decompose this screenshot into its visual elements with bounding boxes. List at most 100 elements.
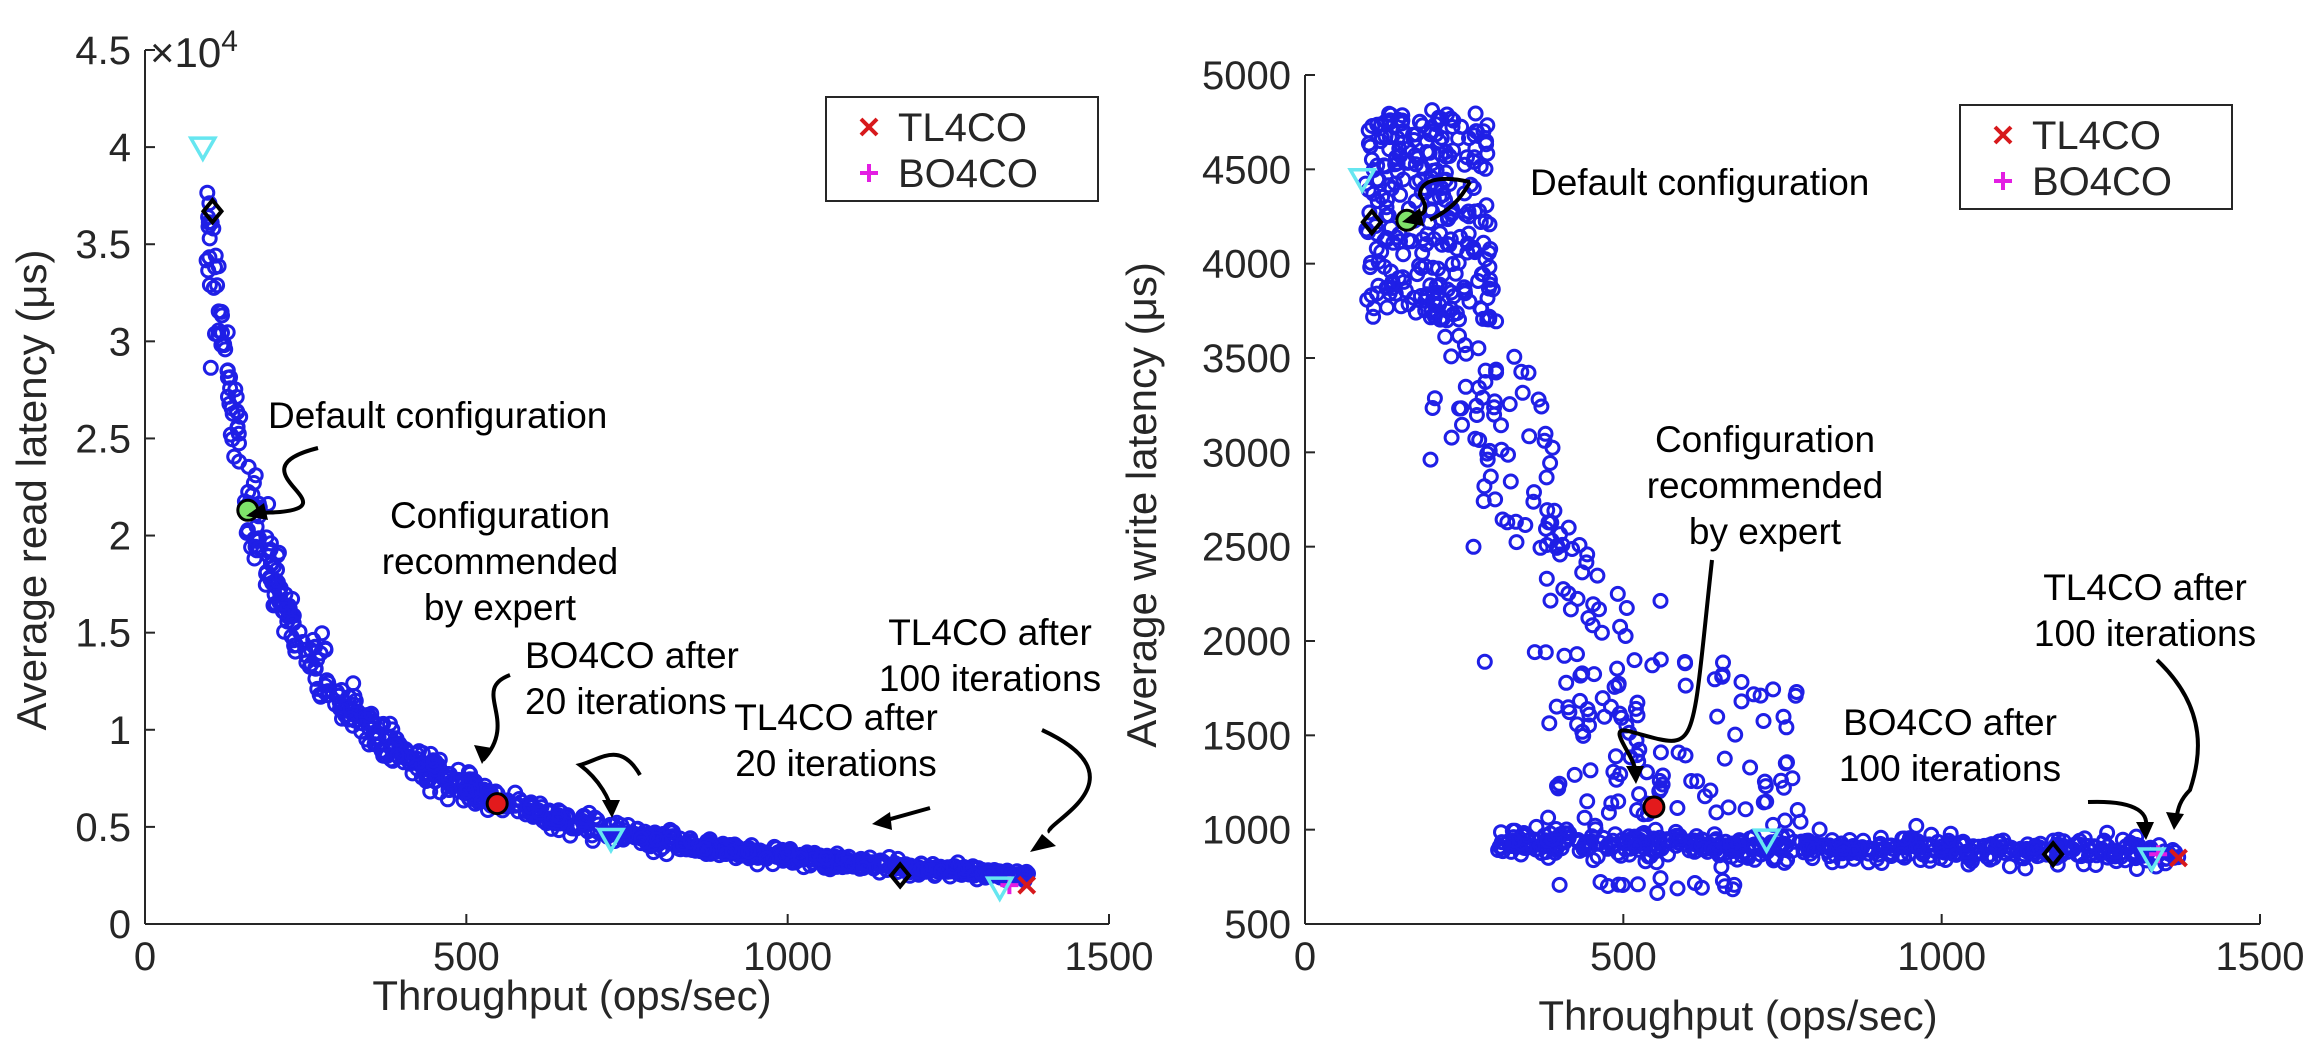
write-latency-point — [1472, 158, 1489, 175]
write-latency-point — [1677, 655, 1694, 672]
read-latency-point — [425, 756, 442, 773]
write-latency-x-tick-label: 1500 — [2216, 935, 2305, 979]
write-latency-point — [1606, 678, 1623, 695]
write-latency-point — [1382, 112, 1399, 129]
write-latency-point — [1587, 817, 1604, 834]
write-latency-point — [1686, 875, 1703, 891]
write-latency-point — [1589, 567, 1606, 584]
read-latency-y-axis-label: Average read latency (μs) — [8, 250, 55, 731]
write-latency-point — [1525, 493, 1542, 510]
read-latency-point — [347, 692, 364, 709]
read-latency-point — [574, 812, 591, 829]
arrow-bo4co-20-1 — [575, 752, 642, 813]
read-latency-point — [818, 850, 835, 867]
write-latency-point — [1454, 416, 1470, 433]
write-latency-point — [1445, 112, 1462, 129]
write-latency-point — [1558, 821, 1575, 838]
write-latency-point — [1892, 846, 1909, 863]
read-latency-point — [648, 831, 665, 848]
write-latency-marker-start-diamond-2 — [1360, 208, 1384, 237]
write-latency-point — [1569, 716, 1586, 733]
read-latency-point — [358, 731, 375, 748]
read-latency-annotation: BO4CO after 20 iterations — [525, 635, 739, 722]
read-latency-point — [230, 425, 247, 442]
read-latency-point — [342, 710, 359, 727]
write-latency-annotation-line: 100 iterations — [2034, 613, 2256, 654]
write-latency-point — [1442, 231, 1459, 248]
write-latency-marker-expert — [1642, 795, 1666, 819]
write-latency-y-ticks: 500 1000 1500 2000 2500 3000 3500 4000 4500 5000 — [1202, 54, 1315, 947]
read-latency-point — [231, 435, 247, 452]
write-latency-point — [1723, 848, 1740, 865]
read-latency-marker-end-triangle-1 — [984, 876, 1015, 903]
read-latency-y-tick-label: 2.5 — [75, 417, 131, 461]
write-latency-point — [1758, 793, 1775, 810]
write-latency-point — [1716, 750, 1733, 767]
read-latency-x-tick-label: 0 — [134, 935, 156, 979]
read-latency-annotation-line: Configuration — [390, 495, 610, 536]
write-latency-point — [1724, 881, 1741, 898]
write-latency-point — [1443, 348, 1460, 365]
read-latency-legend-label-bo4co: BO4CO — [898, 152, 1038, 196]
read-latency-point — [227, 381, 244, 398]
write-latency-point — [1776, 854, 1793, 871]
write-latency-point — [1551, 876, 1568, 893]
read-latency-point — [251, 540, 268, 557]
write-latency-point — [1426, 295, 1443, 312]
read-latency-point — [219, 362, 236, 379]
write-latency-points — [1357, 102, 2187, 901]
write-latency-point — [1533, 398, 1550, 415]
read-latency-legend-marker-bo4co — [860, 164, 878, 182]
write-latency-point — [1816, 837, 1833, 854]
write-latency-point — [1486, 406, 1503, 423]
write-latency-y-tick-label: 4000 — [1202, 243, 1291, 287]
write-latency-point — [1438, 312, 1455, 329]
write-latency-marker-end-triangle-2 — [2136, 847, 2167, 874]
write-latency-point — [1543, 532, 1560, 549]
write-latency-point — [1520, 364, 1537, 381]
write-latency-point — [1392, 186, 1409, 203]
write-latency-point — [1560, 699, 1577, 716]
write-latency-point — [1637, 853, 1654, 870]
write-latency-point — [1896, 830, 1913, 847]
read-latency-point — [284, 614, 301, 631]
write-latency-point — [1506, 832, 1523, 849]
write-latency-point — [1779, 828, 1796, 845]
read-latency-x-tick-label: 1000 — [743, 935, 832, 979]
write-latency-point — [1417, 258, 1434, 274]
write-latency-point — [1536, 432, 1553, 449]
read-latency-point — [675, 835, 691, 852]
write-latency-point — [1443, 429, 1460, 446]
write-latency-point — [1648, 854, 1665, 871]
write-latency-point — [1425, 162, 1442, 179]
read-latency-annotation-line: 100 iterations — [879, 658, 1101, 699]
read-latency-chart: 0 500 1000 1500 0 0.5 1 1.5 2 2.5 3 3.5 4 4.5 Throug… — [8, 25, 1153, 1019]
write-latency-y-tick-label: 2500 — [1202, 526, 1291, 570]
write-latency-point — [1360, 135, 1377, 152]
write-latency-point — [1737, 801, 1754, 818]
write-latency-point — [1765, 681, 1782, 698]
read-latency-point — [201, 249, 218, 266]
write-latency-point — [1689, 773, 1706, 790]
write-latency-point — [2128, 861, 2145, 877]
read-latency-point — [198, 252, 215, 269]
read-latency-annotation-line: BO4CO after — [525, 635, 739, 676]
write-latency-point — [1775, 779, 1792, 796]
read-latency-annotation-line: TL4CO after — [888, 612, 1092, 653]
read-latency-point — [663, 828, 680, 845]
read-latency-axes — [144, 50, 1109, 925]
write-latency-point — [1453, 400, 1470, 417]
read-latency-point — [584, 827, 600, 844]
write-latency-point — [1521, 428, 1538, 445]
write-latency-point — [1564, 541, 1581, 557]
write-latency-point — [1579, 546, 1596, 563]
write-latency-point — [1860, 840, 1877, 856]
write-latency-point — [1459, 149, 1475, 166]
write-latency-point — [1439, 281, 1456, 298]
write-latency-point — [1526, 484, 1542, 501]
write-latency-point — [1649, 885, 1666, 901]
read-latency-points — [198, 184, 1036, 889]
write-latency-point — [1433, 129, 1450, 146]
